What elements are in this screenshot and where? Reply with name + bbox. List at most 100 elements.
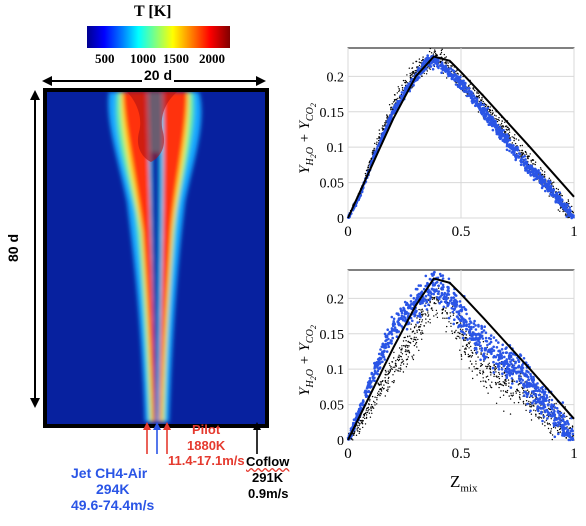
scatter-point bbox=[403, 300, 407, 304]
scatter-point bbox=[464, 308, 467, 311]
scatter-point bbox=[471, 370, 473, 372]
scatter-point bbox=[453, 78, 456, 81]
scatter-point bbox=[380, 383, 382, 385]
scatter-point bbox=[417, 295, 420, 299]
scatter-point bbox=[382, 355, 386, 359]
scatter-point bbox=[488, 111, 490, 113]
scatter-point bbox=[415, 60, 417, 63]
scatter-point bbox=[383, 332, 387, 336]
scatter-point bbox=[492, 371, 496, 374]
scatter-point bbox=[393, 326, 397, 329]
scatter-point bbox=[458, 76, 461, 79]
scatter-point bbox=[357, 196, 361, 200]
scatter-point bbox=[509, 351, 513, 355]
scatter-point bbox=[358, 431, 361, 433]
scatter-point bbox=[367, 164, 370, 166]
scatter-point bbox=[495, 371, 497, 373]
scatter-point bbox=[449, 299, 452, 303]
x-tick-label: 0 bbox=[344, 224, 352, 240]
scatter-point bbox=[445, 56, 447, 58]
scatter-point bbox=[487, 379, 490, 381]
scatter-point bbox=[484, 380, 486, 382]
scatter-point bbox=[391, 336, 394, 340]
scatter-point bbox=[398, 88, 400, 90]
scatter-point bbox=[571, 210, 574, 213]
scatter-point bbox=[412, 72, 415, 74]
scatter-point bbox=[437, 287, 440, 289]
scatter-point bbox=[387, 370, 389, 372]
scatter-point bbox=[477, 356, 479, 358]
scatter-point bbox=[517, 377, 521, 380]
scatter-point bbox=[371, 376, 375, 380]
scatter-point bbox=[392, 106, 395, 109]
scatter-point bbox=[492, 336, 496, 339]
scatter-point bbox=[387, 380, 389, 382]
scatter-point bbox=[470, 334, 473, 338]
scatter-point bbox=[560, 415, 564, 419]
scatter-point bbox=[511, 136, 513, 138]
scatter-point bbox=[553, 181, 555, 183]
scatter-point bbox=[495, 375, 497, 378]
scatter-point bbox=[530, 419, 533, 421]
scatter-point bbox=[409, 300, 413, 303]
scatter-point bbox=[456, 78, 459, 82]
scatter-point bbox=[416, 329, 418, 332]
scatter-point bbox=[544, 409, 547, 412]
scatter-point bbox=[413, 336, 415, 338]
scatter-point bbox=[457, 80, 461, 83]
scatter-point bbox=[571, 432, 575, 436]
scatter-point bbox=[425, 318, 427, 320]
scatter-point bbox=[505, 125, 507, 128]
scatter-point bbox=[496, 376, 498, 378]
scatter-point bbox=[522, 162, 526, 165]
scatter-point bbox=[467, 325, 471, 329]
scatter-point bbox=[502, 139, 505, 142]
scatter-point bbox=[523, 403, 525, 405]
scatter-point bbox=[402, 371, 405, 373]
scatter-point bbox=[390, 328, 394, 331]
scatter-point bbox=[378, 390, 380, 393]
scatter-point bbox=[425, 308, 429, 311]
scatter-point bbox=[429, 68, 431, 70]
scatter-point bbox=[380, 390, 383, 392]
scatter-point bbox=[390, 366, 392, 368]
scatter-point bbox=[373, 361, 376, 365]
scatter-point bbox=[389, 339, 393, 342]
x-tick-label: 1 bbox=[570, 446, 578, 462]
scatter-point bbox=[473, 88, 475, 90]
scatter-point bbox=[550, 428, 553, 430]
scatter-point bbox=[393, 357, 395, 359]
scatter-point bbox=[461, 82, 464, 85]
scatter-point bbox=[474, 96, 477, 99]
scatter-point bbox=[534, 161, 537, 163]
scatter-point bbox=[486, 375, 489, 377]
scatter-point bbox=[394, 364, 397, 366]
scatter-point bbox=[409, 303, 413, 306]
scatter-point bbox=[565, 432, 569, 435]
scatter-point bbox=[550, 411, 553, 414]
scatter-point bbox=[388, 104, 391, 106]
scatter-point bbox=[408, 350, 410, 353]
scatter-point bbox=[563, 421, 567, 424]
scatter-point bbox=[479, 103, 483, 107]
scatter-point bbox=[492, 360, 495, 364]
scatter-point bbox=[455, 329, 457, 332]
scatter-point bbox=[477, 111, 480, 113]
scatter-point bbox=[473, 319, 476, 323]
scatter-point bbox=[374, 402, 376, 404]
scatter-point bbox=[481, 98, 483, 100]
scatter-point bbox=[526, 393, 529, 396]
scatter-point bbox=[472, 322, 476, 325]
scatter-point bbox=[380, 134, 384, 137]
scatter-point bbox=[419, 302, 422, 306]
scatter-point bbox=[400, 351, 402, 353]
scatter-point bbox=[511, 380, 513, 382]
jet-temperature: 294K bbox=[96, 481, 130, 497]
scatter-point bbox=[415, 343, 417, 345]
scatter-point bbox=[389, 364, 391, 367]
scatter-point bbox=[526, 402, 529, 406]
scatter-point bbox=[435, 54, 437, 56]
scatter-point bbox=[511, 358, 515, 361]
scatter-point bbox=[509, 137, 511, 139]
scatter-point bbox=[412, 62, 414, 64]
